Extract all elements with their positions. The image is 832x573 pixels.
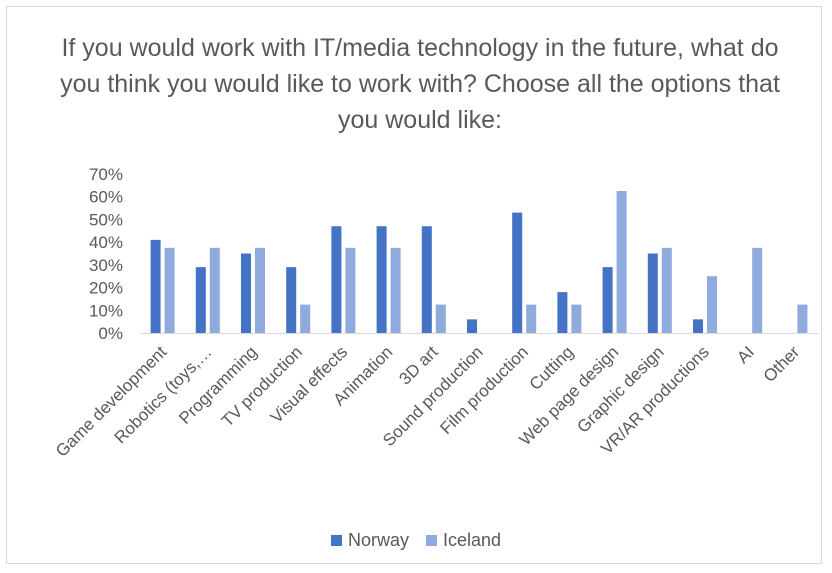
bar-norway (602, 267, 613, 333)
bar-iceland (616, 191, 627, 333)
x-category-label: AI (733, 342, 758, 367)
legend-label-iceland: Iceland (442, 530, 502, 550)
bar-norway (693, 319, 703, 333)
y-tick-label: 50% (89, 210, 123, 229)
bar-iceland (164, 247, 175, 333)
chart-title: If you would work with IT/media technolo… (60, 34, 780, 134)
bar-norway (150, 239, 161, 333)
bar-iceland (797, 304, 808, 333)
bar-iceland (661, 247, 672, 333)
y-tick-label: 30% (89, 256, 123, 275)
bar-norway (557, 292, 568, 333)
bar-iceland (435, 304, 446, 333)
bar-norway (512, 212, 523, 333)
y-tick-label: 70% (89, 165, 123, 184)
bar-norway (286, 267, 297, 333)
bar-norway (195, 267, 206, 333)
bar-norway (421, 226, 432, 333)
legend-item-norway: Norway (330, 530, 409, 551)
bar-iceland (345, 247, 356, 333)
legend-swatch-norway (330, 535, 342, 546)
bar-norway (241, 253, 251, 333)
bar-iceland (526, 304, 537, 333)
chart-legend: Norway Iceland (0, 530, 832, 551)
y-tick-label: 60% (89, 188, 123, 207)
bar-iceland (390, 247, 401, 333)
bar-norway (376, 226, 387, 333)
bar-iceland (300, 304, 311, 333)
y-tick-label: 10% (89, 301, 123, 320)
bar-norway (647, 253, 658, 333)
chart-frame (6, 6, 822, 564)
bar-iceland (571, 304, 582, 333)
y-tick-label: 0% (98, 324, 123, 343)
legend-item-iceland: Iceland (425, 530, 502, 551)
bar-norway (467, 319, 477, 333)
y-tick-label: 40% (89, 233, 123, 252)
legend-label-norway: Norway (347, 530, 409, 550)
bar-iceland (752, 247, 763, 333)
bar-iceland (209, 247, 220, 333)
bar-iceland (707, 276, 717, 333)
legend-swatch-iceland (425, 535, 437, 546)
bar-iceland (255, 247, 265, 333)
x-category-label: Other (760, 342, 804, 386)
y-tick-label: 20% (89, 279, 123, 298)
bar-norway (331, 226, 342, 333)
